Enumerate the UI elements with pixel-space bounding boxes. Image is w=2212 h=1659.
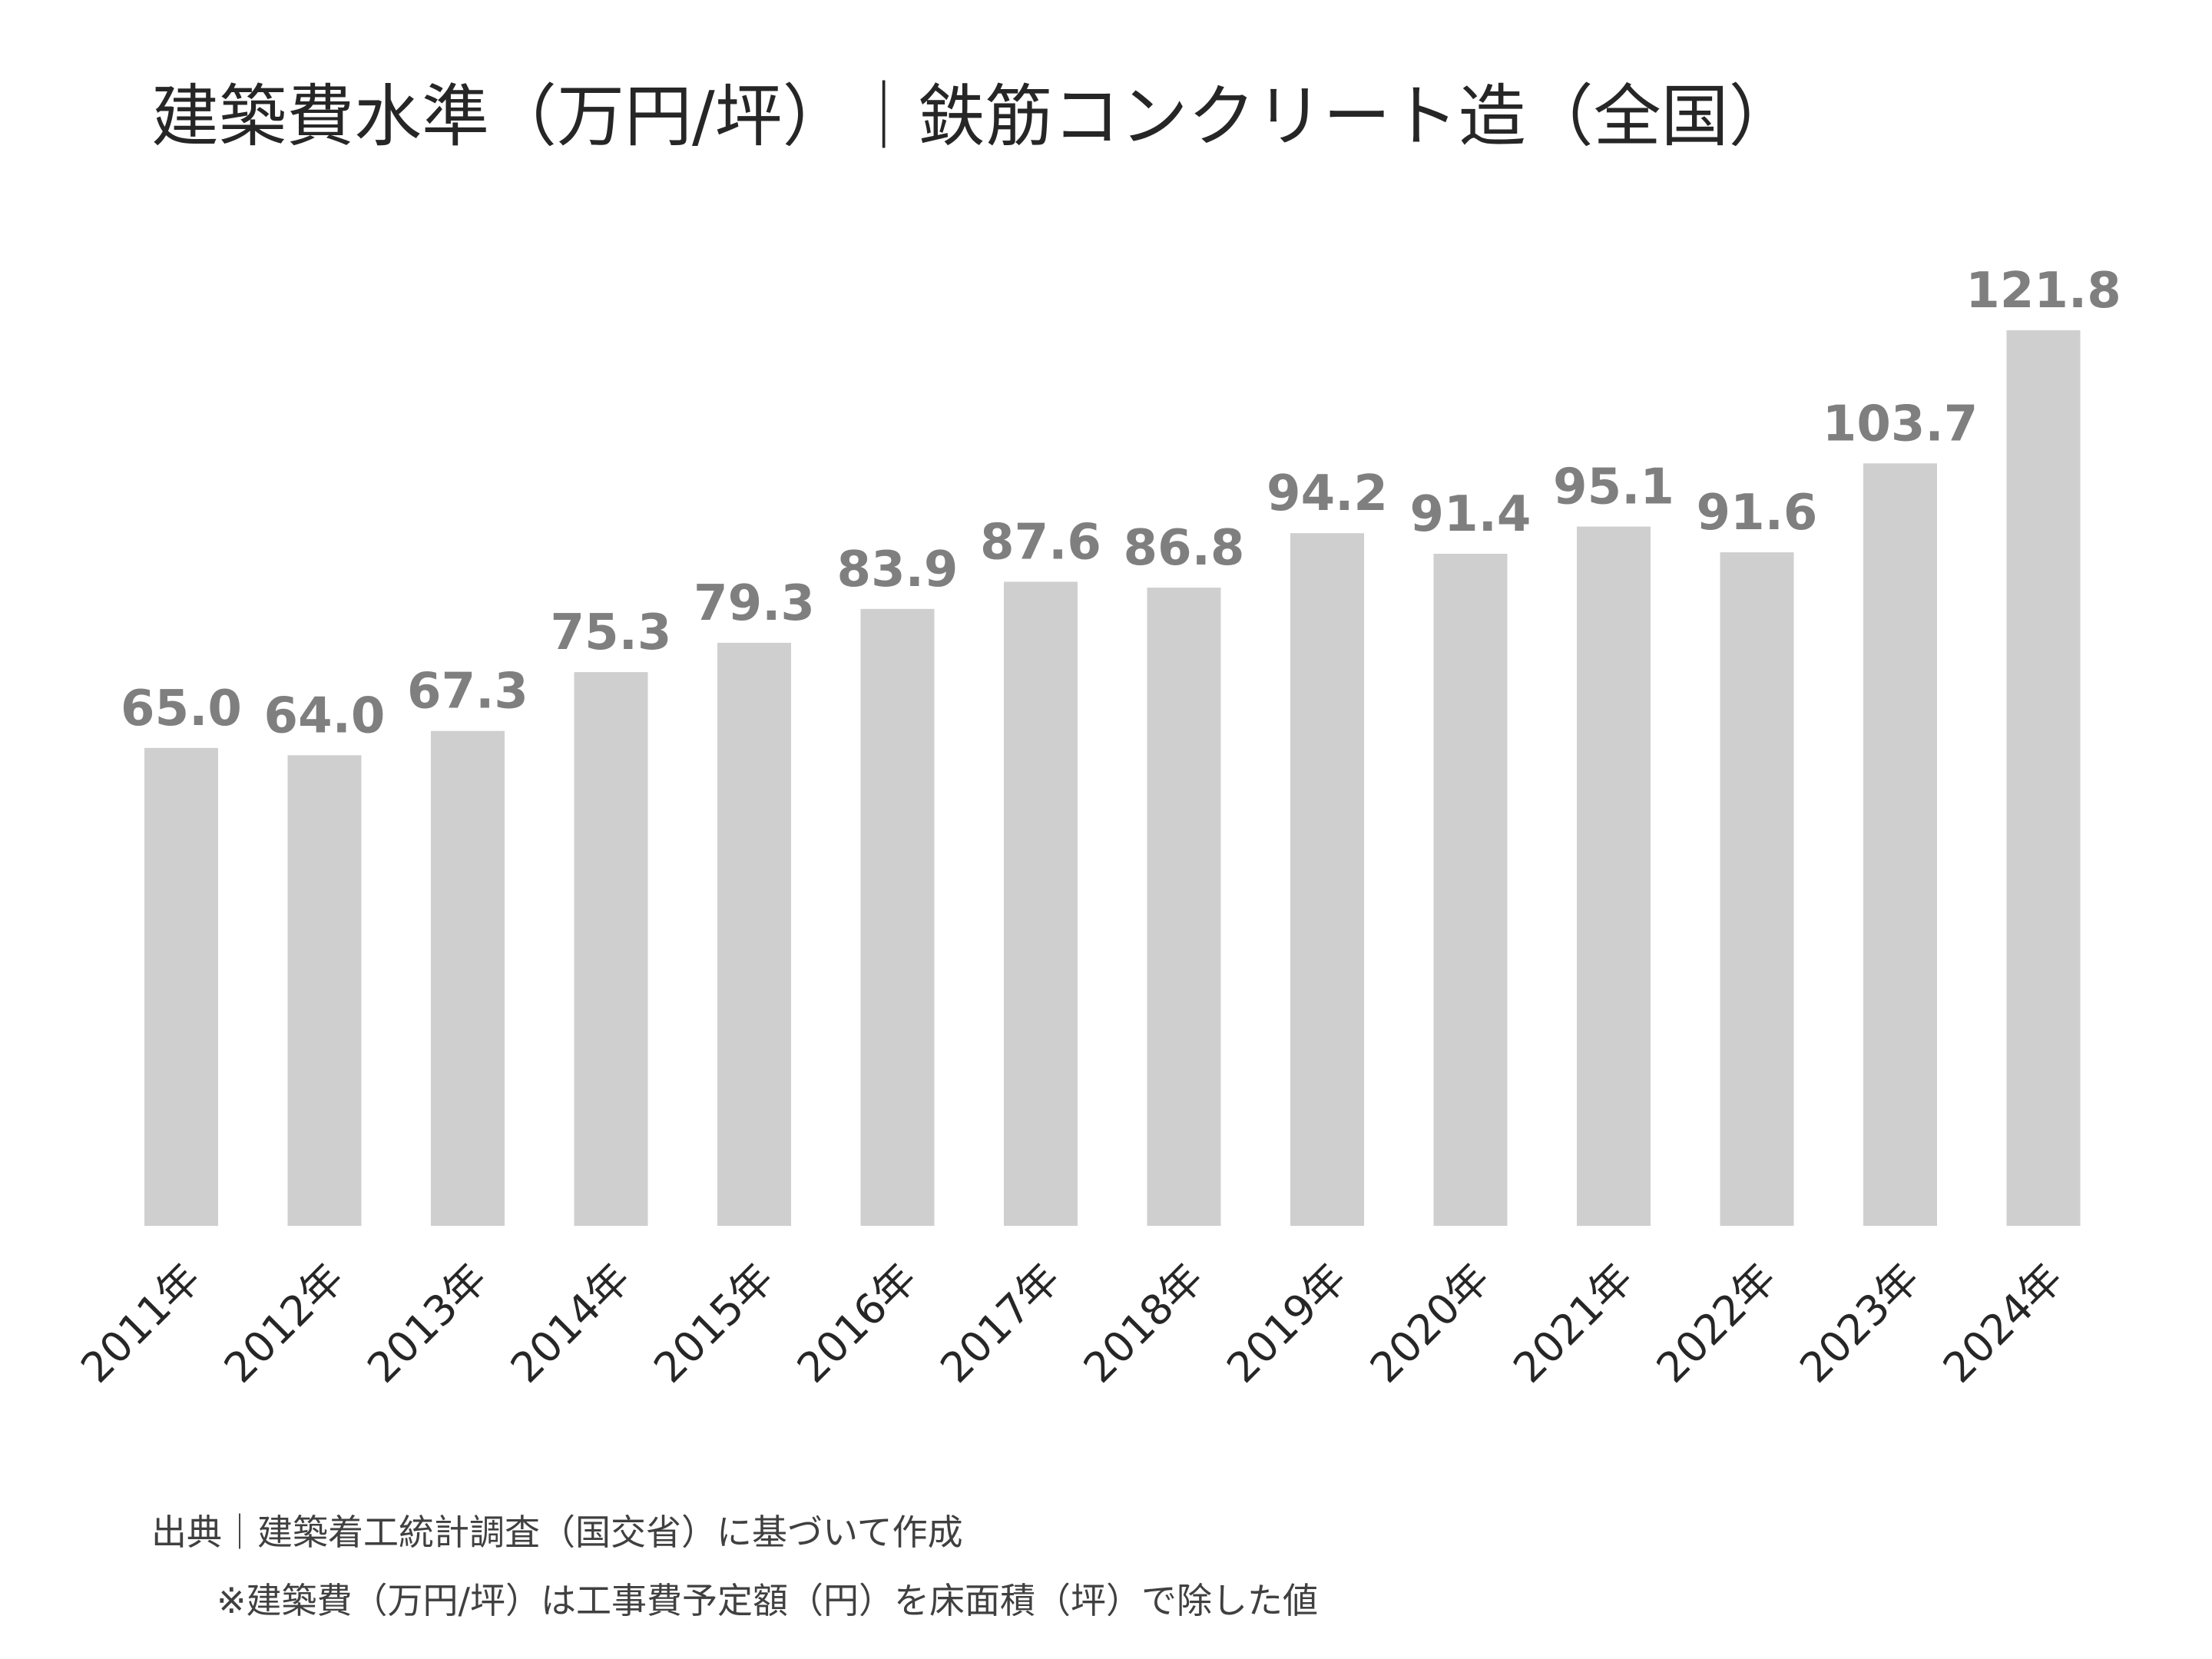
bar [860, 608, 935, 1226]
x-tick-label: 2022年 [1647, 1254, 1786, 1392]
bar [1147, 588, 1221, 1226]
bar [1290, 533, 1364, 1226]
bar [2006, 330, 2081, 1226]
bar [717, 642, 791, 1226]
value-label: 103.7 [1823, 396, 1978, 452]
value-label: 75.3 [551, 604, 672, 661]
x-tick-label: 2021年 [1504, 1254, 1642, 1392]
x-tick-label: 2018年 [1075, 1254, 1213, 1392]
x-tick-label: 2012年 [215, 1254, 353, 1392]
bar [144, 747, 218, 1226]
value-label: 67.3 [407, 664, 528, 720]
bar [431, 730, 505, 1226]
value-label: 95.1 [1553, 459, 1674, 516]
x-tick-label: 2024年 [1934, 1254, 2072, 1392]
x-tick-label: 2011年 [71, 1254, 210, 1392]
x-tick-label: 2014年 [502, 1254, 640, 1392]
bar [1863, 463, 1937, 1226]
bar [1577, 526, 1651, 1226]
x-tick-label: 2016年 [788, 1254, 926, 1392]
value-label: 79.3 [694, 575, 815, 632]
definition-note: ※建築費（万円/坪）は工事費予定額（円）を床面積（坪）で除した値 [217, 1580, 1318, 1621]
bar [574, 672, 648, 1226]
value-label: 87.6 [980, 514, 1101, 571]
x-tick-label: 2015年 [644, 1254, 783, 1392]
value-label: 91.6 [1697, 485, 1818, 541]
x-tick-label: 2020年 [1361, 1254, 1499, 1392]
value-label: 121.8 [1965, 263, 2121, 320]
x-tick-label: 2019年 [1217, 1254, 1356, 1392]
value-label: 86.8 [1124, 520, 1245, 577]
value-label: 65.0 [121, 680, 242, 737]
source-note: 出典｜建築着工統計調査（国交省）に基づいて作成 [151, 1512, 963, 1553]
bars-group [144, 330, 2081, 1226]
x-tick-label: 2017年 [931, 1254, 1069, 1392]
x-tick-labels-group: 2011年 2012年 2013年 2014年 2015年 2016年 2017年 2018年… [71, 1254, 2071, 1392]
value-label: 83.9 [837, 541, 959, 598]
value-label: 94.2 [1267, 465, 1388, 522]
chart-title: 建築費水準（万円/坪）｜鉄筋コンクリート造（全国） [151, 77, 1796, 156]
value-label: 64.0 [264, 687, 386, 744]
bar [1433, 554, 1508, 1226]
bar [1004, 581, 1078, 1226]
x-tick-label: 2013年 [358, 1254, 496, 1392]
x-tick-label: 2023年 [1790, 1254, 1929, 1392]
value-labels-group: 65.0 64.0 67.3 75.3 79.3 83.9 87.6 86.8 94.2 91.4… [121, 263, 2121, 744]
bar [1720, 552, 1794, 1226]
bar [287, 755, 362, 1226]
value-label: 91.4 [1410, 486, 1532, 543]
